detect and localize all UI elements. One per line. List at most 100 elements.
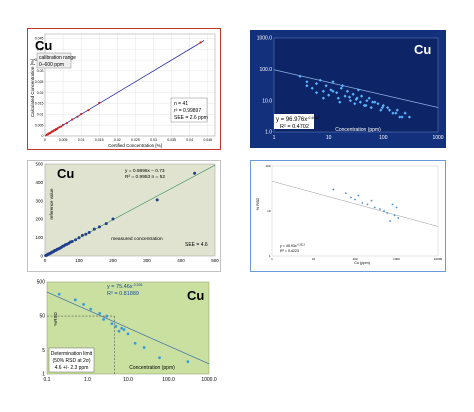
x-axis-label: Concentration (ppm) xyxy=(335,127,381,133)
data-point xyxy=(370,199,373,202)
fit-equation-base: y = 75.46x xyxy=(107,284,133,290)
data-point xyxy=(393,214,396,217)
fit-equation-exponent: -0.4019 xyxy=(307,116,319,120)
element-label: Cu xyxy=(35,38,52,53)
y-tick-label: 10 xyxy=(267,209,271,213)
x-tick-label: 10 xyxy=(312,257,316,261)
data-point xyxy=(61,123,65,127)
data-point xyxy=(60,125,63,128)
data-point xyxy=(114,324,118,328)
data-point xyxy=(400,115,404,119)
data-point xyxy=(366,203,369,206)
chart-calibration: 0 0.005 0.01 0.015 0.02 0.025 0.03 0.035 0.04 0.0… xyxy=(27,28,221,150)
x-tick-label: 0.03 xyxy=(150,138,157,142)
element-label: Cu xyxy=(57,166,74,181)
data-point xyxy=(386,211,389,215)
data-point xyxy=(76,115,79,118)
data-point xyxy=(120,326,124,330)
y-tick-label: 100.0 xyxy=(259,67,272,73)
data-point xyxy=(367,96,371,100)
chart-rsd-blue: 1 10 100 1000 1.0 10.0 100.0 1000.0 Cu y = 96.9… xyxy=(250,30,446,148)
x-tick-label: 10000 xyxy=(434,257,443,261)
data-point xyxy=(117,329,121,333)
x-tick-label: 0.015 xyxy=(95,138,104,142)
y-tick-label: 0 xyxy=(40,254,43,259)
y-axis-label: % RSD xyxy=(256,198,260,211)
data-point xyxy=(56,127,59,130)
data-point xyxy=(394,111,398,115)
x-tick-label: 0 xyxy=(44,138,46,142)
fit-r2: R² = 0.4702 xyxy=(280,124,309,130)
data-point xyxy=(382,209,386,213)
data-point xyxy=(97,225,101,229)
x-axis-label: Cu (ppm) xyxy=(354,261,371,265)
data-point xyxy=(344,191,347,195)
data-point xyxy=(111,217,115,221)
y-tick-label: 0.04 xyxy=(37,47,44,51)
x-tick-label: 0.045 xyxy=(203,138,212,142)
x-axis-label: Concentration (ppm) xyxy=(129,365,175,371)
fit-line xyxy=(46,291,210,365)
data-point xyxy=(341,84,345,88)
plot-frame xyxy=(44,33,216,137)
data-point xyxy=(122,328,126,332)
data-point xyxy=(57,292,61,296)
data-point xyxy=(407,115,412,119)
data-point xyxy=(98,311,102,315)
y-axis-label: reference value xyxy=(49,188,54,220)
x-tick-label: 200 xyxy=(109,258,117,263)
x-tick-label: 1 xyxy=(271,257,273,261)
data-point xyxy=(142,346,146,349)
fit-r2: R² = 0.81889 xyxy=(107,291,139,297)
fit-equation: y = 96.976x-0.4019 xyxy=(276,116,319,123)
fit-r2: R² = 0.9953 n = 52 xyxy=(125,174,165,180)
data-point xyxy=(395,206,398,209)
x-axis-label: Certified Concentration [%] xyxy=(108,143,162,148)
fit-equation: y = 0.9896x – 0.73 xyxy=(125,168,165,174)
data-point xyxy=(126,332,130,336)
y-tick-label: 50 xyxy=(39,314,45,320)
y-tick-label: 1 xyxy=(42,372,45,378)
data-point xyxy=(193,171,197,175)
y-tick-label: 0.02 xyxy=(37,91,44,95)
y-tick-label: 0 xyxy=(42,134,44,138)
y-tick-label: 10.0 xyxy=(262,98,272,104)
chart-determination: 0.1 1.0 10.0 100.0 1000.0 1 5 50 500 Cu y = 75.4… xyxy=(27,276,221,386)
data-point xyxy=(343,94,347,98)
fit-equation-exponent: -0.526 xyxy=(133,283,143,287)
x-tick-label: 100 xyxy=(379,135,388,141)
y-tick-label: 100 xyxy=(265,164,270,168)
y-tick-label: 0.015 xyxy=(35,102,44,106)
stat-n: n = 41 xyxy=(174,101,188,107)
x-axis-label: measured concentration xyxy=(111,236,163,242)
determination-line-1: Determination limit xyxy=(51,351,93,357)
x-tick-label: 100 xyxy=(75,258,83,263)
data-point xyxy=(65,122,68,125)
fit-equation: y = 75.46x-0.526 xyxy=(107,283,143,290)
data-point xyxy=(398,115,402,119)
x-tick-label: 10 xyxy=(326,135,332,141)
y-tick-label: 200 xyxy=(35,217,43,222)
x-tick-label: 100.0 xyxy=(162,377,175,383)
see-value: SEE = 4.6 xyxy=(185,242,208,248)
data-point xyxy=(199,41,202,44)
data-point xyxy=(314,82,319,86)
x-tick-label: 1 xyxy=(273,135,276,141)
plot-frame xyxy=(271,165,439,257)
y-tick-label: 500 xyxy=(37,280,46,286)
y-tick-label: 0.045 xyxy=(35,37,44,41)
data-point xyxy=(158,356,161,360)
y-tick-label: 0.005 xyxy=(35,123,44,127)
determination-line-3: 4.6 +/- 2.3 ppm xyxy=(55,365,89,371)
data-point xyxy=(84,232,88,236)
data-point xyxy=(105,314,109,318)
data-point xyxy=(332,188,335,191)
y-tick-label: 0.03 xyxy=(37,69,44,73)
data-point xyxy=(133,341,137,345)
data-point xyxy=(70,239,74,243)
x-tick-label: 0.025 xyxy=(131,138,140,142)
data-point xyxy=(80,112,83,116)
data-point xyxy=(356,88,361,92)
data-point xyxy=(338,100,342,104)
